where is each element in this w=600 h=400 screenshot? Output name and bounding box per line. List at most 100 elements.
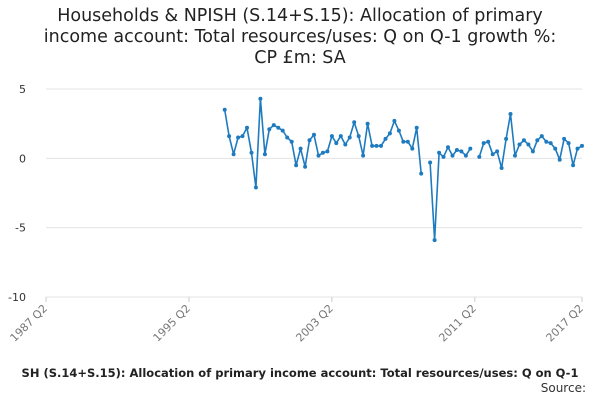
gridlines bbox=[46, 88, 582, 298]
series-points-group bbox=[222, 96, 584, 243]
chart-title: Households & NPISH (S.14+S.15): Allocati… bbox=[0, 6, 600, 69]
data-point bbox=[441, 154, 446, 159]
data-point bbox=[361, 153, 366, 158]
chart-title-line: CP £m: SA bbox=[254, 48, 346, 68]
data-point bbox=[365, 121, 370, 126]
data-point bbox=[405, 139, 410, 144]
data-point bbox=[347, 135, 352, 140]
data-point bbox=[571, 163, 576, 168]
data-point bbox=[262, 152, 267, 157]
data-point bbox=[401, 139, 406, 144]
data-point bbox=[245, 125, 249, 130]
data-point bbox=[468, 146, 473, 151]
data-point bbox=[495, 149, 500, 154]
data-point bbox=[329, 134, 334, 139]
data-point bbox=[236, 135, 241, 140]
data-point bbox=[419, 171, 424, 176]
data-point bbox=[508, 112, 513, 116]
data-point bbox=[562, 136, 567, 141]
data-point bbox=[481, 141, 486, 146]
data-point bbox=[387, 131, 392, 136]
data-point bbox=[580, 143, 584, 148]
data-point bbox=[432, 238, 437, 243]
data-point bbox=[526, 142, 531, 147]
x-tick-label: 1995 Q2 bbox=[151, 302, 194, 345]
data-point bbox=[316, 153, 321, 158]
data-point bbox=[231, 152, 236, 157]
data-point bbox=[227, 134, 232, 139]
data-point bbox=[548, 141, 553, 146]
data-point bbox=[437, 150, 442, 155]
data-point bbox=[454, 148, 459, 152]
data-point bbox=[575, 146, 580, 151]
y-tick-label: 0 bbox=[19, 152, 26, 165]
x-tick-label: 1987 Q2 bbox=[8, 302, 51, 345]
data-point bbox=[486, 139, 491, 144]
data-point bbox=[463, 153, 468, 158]
data-point bbox=[334, 141, 339, 146]
chart-title-line: income account: Total resources/uses: Q … bbox=[43, 27, 557, 47]
series-description: SH (S.14+S.15): Allocation of primary in… bbox=[21, 366, 579, 380]
data-point bbox=[343, 142, 348, 147]
data-point bbox=[459, 149, 464, 154]
data-point bbox=[392, 118, 397, 123]
data-point bbox=[410, 146, 415, 151]
data-point bbox=[253, 185, 258, 190]
y-tick-label: 5 bbox=[19, 83, 26, 96]
data-point bbox=[307, 138, 312, 143]
data-point bbox=[450, 153, 455, 158]
data-point bbox=[557, 157, 562, 162]
data-point bbox=[338, 134, 343, 139]
chart-title-line: Households & NPISH (S.14+S.15): Allocati… bbox=[57, 6, 543, 26]
data-point bbox=[320, 150, 325, 155]
data-point bbox=[267, 127, 272, 132]
data-point bbox=[352, 120, 357, 125]
data-point bbox=[535, 138, 540, 143]
data-point bbox=[379, 143, 383, 148]
data-point bbox=[566, 141, 571, 146]
data-point bbox=[356, 134, 361, 139]
data-point bbox=[276, 125, 281, 130]
data-point bbox=[499, 166, 504, 170]
data-point bbox=[271, 123, 276, 128]
series-line bbox=[223, 97, 583, 241]
data-point bbox=[553, 146, 558, 151]
x-axis-ticks: 1987 Q2 1995 Q2 2003 Q2 2011 Q2 2017 Q2 bbox=[8, 297, 587, 345]
data-point bbox=[383, 136, 388, 141]
source-label: Source: bbox=[540, 381, 586, 395]
x-tick-label: 2003 Q2 bbox=[293, 302, 336, 345]
data-point bbox=[539, 134, 544, 139]
data-point bbox=[513, 153, 517, 158]
data-point bbox=[374, 143, 379, 148]
data-point bbox=[289, 139, 294, 144]
y-tick-label: -10 bbox=[8, 291, 26, 304]
data-point bbox=[303, 164, 308, 169]
data-point bbox=[414, 125, 419, 130]
data-point bbox=[325, 149, 330, 154]
data-point bbox=[240, 134, 245, 139]
y-tick-label: -5 bbox=[15, 222, 26, 235]
data-point bbox=[298, 146, 303, 151]
y-axis-ticks: 5 0 -5 -10 bbox=[8, 83, 26, 304]
data-point bbox=[285, 135, 290, 140]
data-point bbox=[258, 96, 263, 101]
data-point bbox=[294, 163, 299, 168]
x-tick-label: 2011 Q2 bbox=[436, 302, 479, 345]
data-point bbox=[222, 107, 227, 112]
data-point bbox=[477, 154, 482, 159]
data-point bbox=[530, 149, 535, 154]
series-line-group bbox=[223, 97, 583, 241]
data-point bbox=[517, 142, 522, 147]
data-point bbox=[249, 150, 254, 155]
data-point bbox=[504, 136, 509, 141]
data-point bbox=[428, 160, 433, 165]
data-point bbox=[312, 132, 316, 137]
data-point bbox=[544, 139, 549, 144]
data-point bbox=[521, 138, 526, 143]
data-point bbox=[370, 143, 375, 148]
x-tick-label: 2017 Q2 bbox=[544, 302, 587, 345]
data-point bbox=[280, 128, 285, 133]
data-point bbox=[490, 152, 495, 157]
data-point bbox=[446, 145, 450, 150]
